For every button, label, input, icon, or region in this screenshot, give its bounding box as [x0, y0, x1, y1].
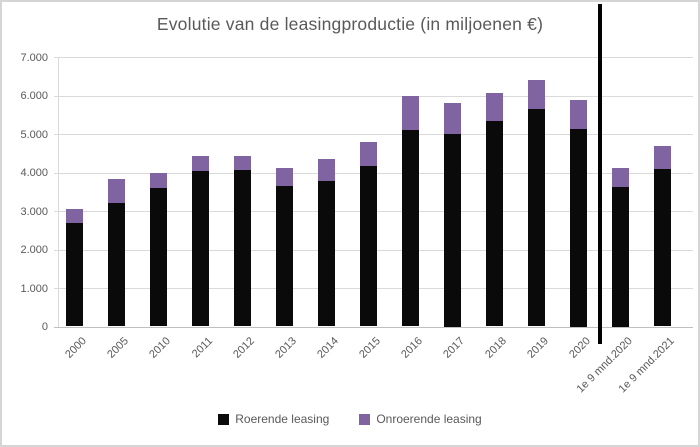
y-axis-label: 0 [41, 321, 48, 333]
y-axis-label: 3.000 [20, 205, 48, 218]
x-axis-label: 2016 [399, 334, 425, 361]
bar-segment-roerende [66, 222, 83, 327]
bar-segment-roerende [234, 169, 251, 327]
y-axis-label: 1.000 [20, 282, 48, 295]
y-axis-label: 6.000 [20, 90, 48, 102]
bar-segment-roerende [402, 130, 419, 327]
bar-segment-roerende [360, 165, 377, 327]
y-axis-label: 4.000 [20, 167, 48, 179]
bar-segment-onroerende [402, 95, 419, 131]
bar-segment-roerende [108, 203, 125, 327]
x-axis-label: 2014 [315, 334, 341, 361]
bar-segment-roerende [486, 120, 503, 327]
bar-segment-onroerende [108, 179, 125, 204]
legend-swatch-roerende-icon [218, 413, 230, 425]
bar-segment-onroerende [654, 145, 671, 169]
bar-segment-onroerende [276, 167, 293, 186]
x-axis-label: 2020 [567, 334, 593, 361]
y-axis-label: 5.000 [20, 128, 48, 141]
x-axis-label: 2012 [231, 334, 257, 361]
bar-segment-onroerende [360, 141, 377, 166]
x-axis-label: 2015 [357, 334, 383, 361]
chart-title: Evolutie van de leasingproductie (in mil… [156, 14, 544, 34]
bar-segment-roerende [318, 181, 335, 327]
x-axis-label: 2011 [189, 334, 215, 360]
bar-segment-roerende [150, 187, 167, 327]
legend: Roerende leasing Onroerende leasing [2, 412, 698, 426]
legend-item-onroerende: Onroerende leasing [359, 412, 482, 426]
bar-segment-roerende [612, 186, 629, 327]
bar-segment-roerende [570, 129, 587, 327]
bar-segment-onroerende [570, 100, 587, 130]
x-axis-label: 2019 [525, 334, 551, 361]
legend-item-roerende: Roerende leasing [218, 412, 329, 426]
bar-segment-onroerende [192, 156, 209, 171]
legend-label-onroerende: Onroerende leasing [376, 412, 482, 426]
gridline [54, 95, 693, 97]
bar-segment-roerende [444, 134, 461, 327]
x-axis-label: 2010 [147, 334, 173, 361]
bar-segment-onroerende [234, 156, 251, 170]
y-axis-line [58, 57, 59, 327]
bar-segment-onroerende [444, 103, 461, 134]
bar-segment-onroerende [486, 92, 503, 121]
bar-segment-onroerende [150, 172, 167, 188]
x-axis-label: 2000 [63, 334, 89, 361]
x-axis-label: 2013 [273, 334, 299, 361]
x-axis-label: 2017 [441, 334, 467, 361]
bar-segment-roerende [192, 170, 209, 327]
legend-label-roerende: Roerende leasing [235, 412, 330, 426]
legend-swatch-onroerende-icon [359, 413, 371, 425]
bar-segment-onroerende [528, 80, 545, 109]
bar-segment-roerende [528, 108, 545, 327]
bar-segment-onroerende [318, 159, 335, 182]
bar-segment-roerende [654, 168, 671, 327]
period-divider-line [597, 4, 602, 344]
bar-segment-roerende [276, 185, 293, 327]
y-axis-label: 2.000 [20, 244, 48, 256]
x-axis-label: 2018 [483, 334, 509, 361]
gridline [54, 57, 693, 58]
y-axis-label: 7.000 [20, 51, 48, 64]
gridline [54, 134, 693, 135]
x-axis-label: 2005 [105, 334, 131, 361]
bar-segment-onroerende [66, 209, 83, 223]
bar-segment-onroerende [612, 167, 629, 187]
gridline [54, 326, 693, 328]
